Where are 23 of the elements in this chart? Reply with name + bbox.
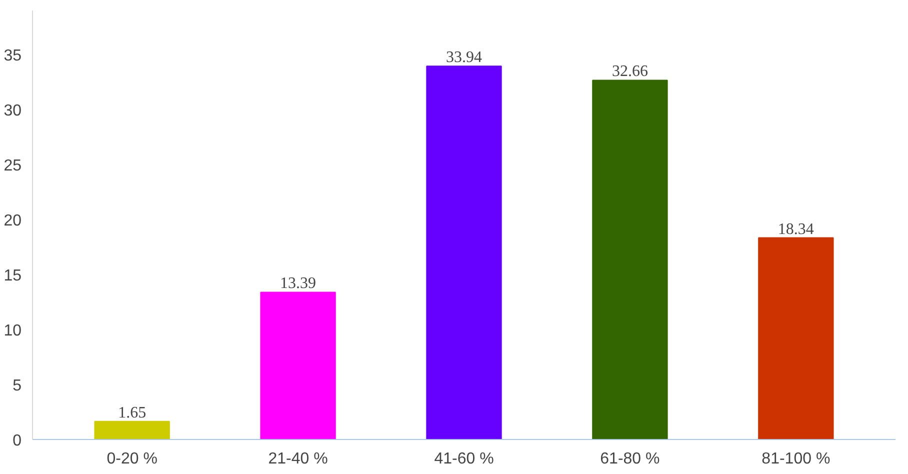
data-label: 32.66: [612, 63, 648, 80]
x-tick-label: 0-20 %: [106, 450, 158, 468]
data-label: 1.65: [118, 404, 146, 422]
y-tick-label: 20: [4, 212, 22, 230]
data-label: 33.94: [446, 49, 482, 66]
bar: [94, 420, 170, 440]
data-label: 13.39: [280, 275, 316, 292]
x-tick-label: 61-80 %: [600, 450, 660, 468]
y-tick-label: 25: [4, 158, 22, 174]
y-tick-label: 35: [4, 48, 22, 64]
y-tick-label: 0: [12, 432, 22, 450]
y-tick-label: 15: [4, 268, 22, 284]
y-tick-label: 30: [4, 102, 22, 120]
bar: [426, 66, 502, 440]
bar: [758, 237, 834, 440]
bar: [260, 292, 336, 440]
data-label: 18.34: [778, 220, 814, 238]
x-tick-label: 41-60 %: [434, 450, 494, 468]
x-tick-label: 81-100 %: [762, 450, 830, 468]
y-tick-label: 5: [12, 378, 22, 394]
bar: [592, 80, 668, 440]
x-tick-label: 21-40 %: [268, 450, 328, 468]
y-tick-label: 10: [4, 322, 22, 340]
